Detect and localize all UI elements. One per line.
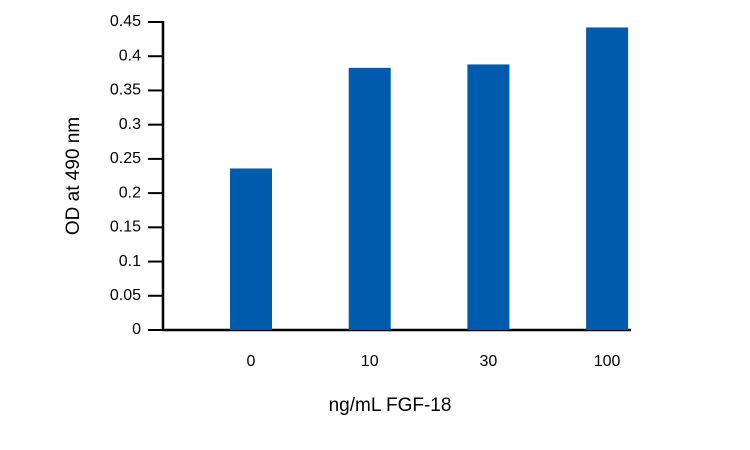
y-tick-label: 0.45	[110, 13, 141, 30]
bar	[230, 168, 272, 330]
y-tick-label: 0.15	[110, 219, 141, 236]
y-tick-label: 0	[132, 321, 141, 338]
y-axis-title: OD at 490 nm	[63, 117, 84, 235]
x-tick-label: 100	[594, 353, 621, 370]
x-tick-label: 0	[247, 353, 256, 370]
x-tick-label: 30	[480, 353, 498, 370]
bar	[348, 67, 391, 330]
x-tick-label: 10	[361, 353, 379, 370]
bar	[467, 64, 510, 331]
y-tick-label: 0.1	[119, 253, 141, 270]
y-tick-label: 0.2	[119, 184, 141, 201]
y-tick-label: 0.25	[110, 150, 141, 167]
bar	[586, 27, 629, 330]
y-tick-label: 0.35	[110, 82, 141, 99]
y-tick-label: 0.05	[110, 287, 141, 304]
x-axis-title: ng/mL FGF-18	[329, 395, 452, 416]
y-tick-label: 0.3	[119, 116, 141, 133]
y-tick-label: 0.4	[119, 47, 141, 64]
